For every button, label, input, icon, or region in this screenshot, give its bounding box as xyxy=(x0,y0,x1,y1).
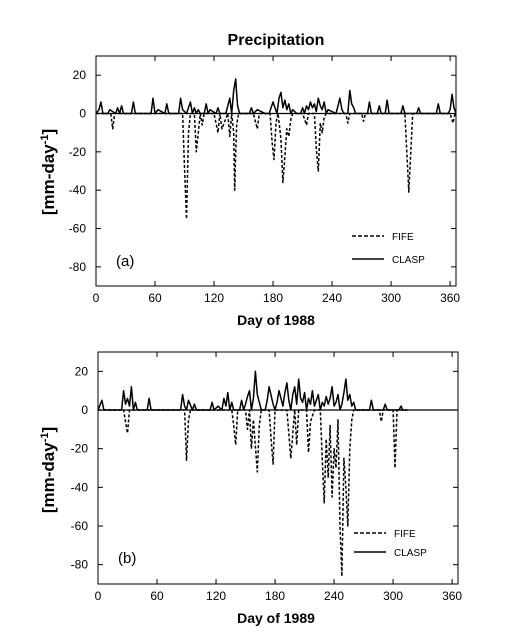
panel-a-ylabel-sup: -1 xyxy=(39,135,51,145)
x-tick-label: 360 xyxy=(440,291,460,305)
y-tick-label: 0 xyxy=(81,403,88,417)
panel-a-fife-line xyxy=(96,112,456,220)
y-tick-label: -40 xyxy=(71,480,89,494)
x-tick-label: 60 xyxy=(148,291,162,305)
x-tick-label: 240 xyxy=(324,589,344,603)
y-tick-label: 20 xyxy=(75,364,89,378)
panel-a-legend: FIFE CLASP xyxy=(352,232,425,266)
x-tick-label: 120 xyxy=(206,589,226,603)
panel-b-xlabel: Day of 1989 xyxy=(237,610,315,626)
panel-a-frame xyxy=(95,55,457,287)
x-tick-label: 300 xyxy=(383,589,403,603)
panel-a-ylabel-main: [mm-day xyxy=(39,144,58,215)
panel-b-legend-clasp-label: CLASP xyxy=(394,548,427,559)
y-tick-label: -60 xyxy=(71,519,89,533)
panel-b-legend: FIFE CLASP xyxy=(354,529,427,559)
panel-a-label: (a) xyxy=(116,253,134,270)
panel-b-frame xyxy=(97,351,459,585)
y-tick-label: 20 xyxy=(73,68,87,82)
panel-b-ylabel-end: ] xyxy=(39,427,58,433)
x-tick-label: 120 xyxy=(204,291,224,305)
x-tick-label: 360 xyxy=(442,589,462,603)
panel-b-legend-fife-label: FIFE xyxy=(394,529,416,540)
y-tick-label: -20 xyxy=(71,442,89,456)
x-tick-label: 0 xyxy=(95,589,102,603)
y-tick-label: -60 xyxy=(69,222,87,236)
panel-b-ylabel-main: [mm-day xyxy=(39,442,58,513)
panel-a-legend-fife-label: FIFE xyxy=(392,232,414,243)
panel-a-axes: 0 60 120 180 240 300 360 -80 -60 -40 -20 0 20 xyxy=(69,55,460,305)
panel-b-label: (b) xyxy=(118,550,136,567)
x-tick-label: 180 xyxy=(265,589,285,603)
x-tick-label: 0 xyxy=(93,291,100,305)
panel-a-ylabel: [mm-day-1] xyxy=(39,129,58,215)
y-tick-label: -40 xyxy=(69,183,87,197)
y-tick-label: -80 xyxy=(69,260,87,274)
y-tick-label: -80 xyxy=(71,558,89,572)
panel-a-xlabel: Day of 1988 xyxy=(237,312,315,328)
panel-b: 0 60 120 180 240 300 360 -80 -60 -40 -20 0 20 [mm-da… xyxy=(39,351,462,626)
panel-a-ylabel-end: ] xyxy=(39,129,58,135)
panel-b-ylabel-sup: -1 xyxy=(39,433,51,443)
x-tick-label: 300 xyxy=(381,291,401,305)
y-tick-label: -20 xyxy=(69,145,87,159)
panel-a-legend-clasp-label: CLASP xyxy=(392,255,425,266)
x-tick-label: 240 xyxy=(322,291,342,305)
panel-a: 0 60 120 180 240 300 360 -80 -60 -40 -20 0 20 [mm-da… xyxy=(39,55,460,328)
x-tick-label: 60 xyxy=(150,589,164,603)
x-tick-label: 180 xyxy=(263,291,283,305)
panel-a-clasp-line xyxy=(95,78,457,115)
chart-title: Precipitation xyxy=(228,32,325,49)
panel-b-clasp-line xyxy=(97,370,408,411)
panel-b-axes: 0 60 120 180 240 300 360 -80 -60 -40 -20 0 20 xyxy=(71,351,462,603)
panel-b-ylabel: [mm-day-1] xyxy=(39,427,58,513)
y-tick-label: 0 xyxy=(79,107,86,121)
